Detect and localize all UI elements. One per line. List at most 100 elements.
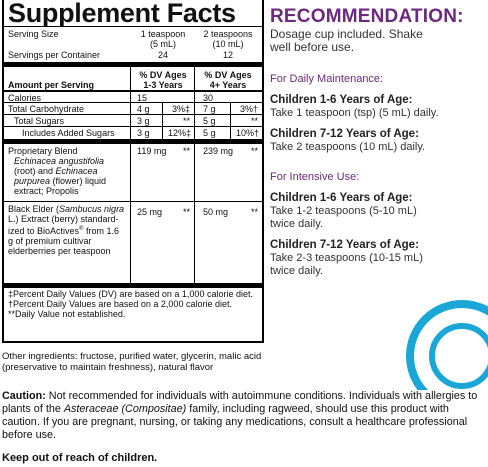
column-divider	[194, 92, 195, 102]
maintenance-dose-1: Take 1 teaspoon (tsp) (5 mL) daily.	[270, 107, 439, 119]
elder-amount-col2: 25 mg	[137, 207, 163, 217]
serving-size-col3-line2: (10 mL)	[212, 39, 244, 49]
nutrient-name: Total Carbohydrate	[8, 104, 85, 114]
intensive-dose-2-line2: twice daily.	[270, 265, 323, 277]
nutrient-amount-col2: 4 g	[137, 104, 150, 114]
dv-col2-line1: % DV Ages	[139, 70, 187, 80]
nutrient-row-sugars: Total Sugars 3 g ** 5 g **	[4, 114, 262, 126]
nutrient-amount-col2: 3 g	[137, 116, 150, 126]
nutrient-dv-col2: 3%‡	[171, 104, 190, 114]
dv-col3-line1: % DV Ages	[204, 70, 252, 80]
dv-col2-line2: 1-3 Years	[143, 80, 183, 90]
maintenance-age-1: Children 1-6 Years of Age:	[270, 94, 413, 106]
intensive-dose-2-line1: Take 2-3 teaspoons (10-15 mL)	[270, 252, 423, 264]
nutrient-dv-col3: **	[250, 116, 258, 126]
blend-species-1: Echinacea angustifolia	[14, 156, 105, 166]
servings-label: Servings per Container	[8, 50, 101, 60]
decorative-rings-graphic	[406, 300, 488, 390]
supplement-facts-title: Supplement Facts	[8, 0, 236, 26]
serving-size-col3-line1: 2 teaspoons	[203, 29, 253, 39]
serving-size-row: Serving Size 1 teaspoon (5 mL) 2 teaspoo…	[4, 26, 262, 50]
recommendation-title: RECOMMENDATION:	[270, 6, 464, 27]
elder-text-2: L.) Extract (berry) standard-ized to Bio…	[8, 214, 119, 236]
dv-col3-line2: 4+ Years	[209, 80, 247, 90]
supplement-facts-panel: Supplement Facts Serving Size 1 teaspoon…	[2, 0, 264, 343]
elder-dv-col2: **	[182, 207, 190, 217]
column-divider	[130, 144, 131, 201]
intensive-heading: For Intensive Use:	[270, 171, 360, 183]
elder-species: Sambucus nigra	[59, 204, 125, 214]
nutrient-amount-col3: 30	[203, 93, 214, 103]
column-divider	[130, 115, 131, 126]
maintenance-age-2: Children 7-12 Years of Age:	[270, 128, 419, 140]
blend-species-2: Echinacea purpurea	[14, 166, 98, 186]
column-divider	[194, 202, 195, 283]
nutrient-amount-col3: 5 g	[203, 128, 216, 138]
blend-dv-col2: **	[182, 146, 190, 156]
elder-dv-col3: **	[250, 207, 258, 217]
intensive-age-1: Children 1-6 Years of Age:	[270, 192, 413, 204]
column-divider	[230, 103, 231, 114]
column-divider	[130, 92, 131, 102]
column-divider	[130, 127, 131, 139]
column-divider	[230, 115, 231, 126]
column-divider	[194, 144, 195, 201]
nutrient-dv-col2: 12%‡	[168, 128, 192, 138]
amount-header-row: Amount per Serving % DV Ages 1-3 Years %…	[4, 62, 262, 90]
blend-text-2: (flower) liquid extract; Propolis	[14, 176, 107, 196]
column-divider	[230, 127, 231, 139]
nutrient-dv-col3: 3%†	[239, 104, 258, 114]
nutrient-amount-col3: 5 g	[203, 116, 216, 126]
intensive-dose-1-line2: twice daily.	[270, 218, 323, 230]
blend-amount-col3: 239 mg	[203, 146, 234, 156]
nutrient-amount-col2: 3 g	[137, 128, 150, 138]
outer-ring	[406, 300, 488, 390]
nutrient-name: Includes Added Sugars	[22, 128, 115, 138]
blend-dv-col3: **	[250, 146, 258, 156]
recommendation-panel: RECOMMENDATION: Dosage cup included. Sha…	[270, 0, 484, 343]
caution-text-1: Not recommended for individuals with aut…	[2, 390, 478, 415]
serving-size-col2-line1: 1 teaspoon	[140, 29, 186, 39]
column-divider	[130, 202, 131, 283]
recommendation-subtitle: Dosage cup included. Shake well before u…	[270, 28, 484, 54]
column-divider	[130, 103, 131, 114]
intensive-age-2: Children 7-12 Years of Age:	[270, 239, 419, 251]
nutrient-amount-col3: 7 g	[203, 104, 216, 114]
blend-amount-col2: 119 mg	[137, 146, 167, 156]
nutrient-amount-col2: 15	[137, 93, 148, 103]
keep-out-of-reach-warning: Keep out of reach of children.	[2, 452, 158, 464]
nutrient-row-carbohydrate: Total Carbohydrate 4 g 3%‡ 7 g 3%†	[4, 102, 262, 114]
caution-statement: Caution: Not recommended for individuals…	[2, 390, 486, 442]
column-divider	[194, 115, 195, 126]
nutrient-name: Calories	[8, 93, 42, 103]
serving-size-label: Serving Size	[8, 29, 59, 39]
nutrient-dv-col3: 10%†	[236, 128, 260, 138]
subtitle-line-1: Dosage cup included. Shake	[270, 27, 423, 41]
maintenance-dose-2: Take 2 teaspoons (10 mL) daily.	[270, 141, 426, 153]
column-divider	[162, 115, 163, 126]
caution-label: Caution:	[2, 390, 46, 402]
other-ingredients: Other ingredients: fructose, purified wa…	[2, 351, 262, 373]
servings-col3: 12	[222, 50, 233, 60]
footnote-1000-cal: ‡Percent Daily Values (DV) are based on …	[8, 289, 253, 299]
serving-size-col2-line2: (5 mL)	[149, 39, 176, 49]
footnotes: ‡Percent Daily Values (DV) are based on …	[4, 283, 262, 319]
subtitle-line-2: well before use.	[270, 40, 355, 54]
intensive-dose-1-line1: Take 1-2 teaspoons (5-10 mL)	[270, 205, 417, 217]
column-divider	[194, 67, 195, 90]
column-divider	[194, 127, 195, 139]
amount-per-serving-label: Amount per Serving	[8, 80, 95, 90]
registered-mark: ®	[79, 226, 84, 232]
blend-name: Proprietary Blend	[8, 146, 78, 156]
servings-row: Servings per Container 24 12	[4, 50, 262, 62]
footnote-2000-cal: †Percent Daily Values are based on a 2,0…	[8, 299, 232, 309]
maintenance-heading: For Daily Maintenance:	[270, 73, 384, 85]
column-divider	[162, 103, 163, 114]
elder-text-3: from 1.6 g of premium cultivar elderberr…	[8, 226, 119, 256]
proprietary-blend-row: Proprietary Blend Echinacea angustifolia…	[4, 139, 262, 201]
nutrient-dv-col2: **	[182, 116, 190, 126]
blend-description: Echinacea angustifolia (root) and Echina…	[14, 156, 126, 196]
nutrient-row-added-sugars: Includes Added Sugars 3 g 12%‡ 5 g 10%†	[4, 126, 262, 139]
elder-description: Black Elder (Sambucus nigra L.) Extract …	[8, 204, 126, 256]
inner-ring	[429, 323, 488, 389]
